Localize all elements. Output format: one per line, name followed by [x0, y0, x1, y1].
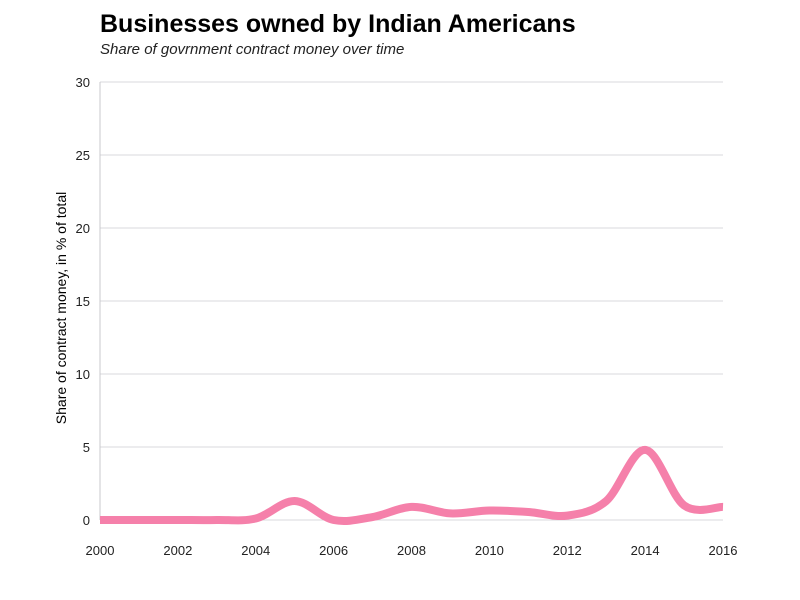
gridlines: [100, 81, 723, 521]
x-tick-label: 2006: [319, 543, 348, 558]
x-tick-labels: 2000 2002 2004 2006 2008 2010 2012 2014 2016: [86, 543, 738, 558]
y-tick-label: 10: [76, 367, 90, 382]
y-tick-label: 5: [83, 440, 90, 455]
y-tick-label: 0: [83, 513, 90, 528]
y-tick-label: 30: [76, 75, 90, 90]
x-tick-label: 2010: [475, 543, 504, 558]
y-tick-labels: 0 5 10 15 20 25 30: [76, 75, 90, 528]
y-tick-label: 25: [76, 148, 90, 163]
x-tick-label: 2014: [631, 543, 660, 558]
y-axis-label: Share of contract money, in % of total: [53, 192, 69, 424]
x-tick-label: 2008: [397, 543, 426, 558]
x-tick-label: 2016: [709, 543, 738, 558]
x-tick-label: 2004: [241, 543, 270, 558]
chart-subtitle: Share of govrnment contract money over t…: [100, 41, 405, 58]
series-layer: [100, 445, 724, 525]
series-line-0: [100, 445, 724, 525]
x-tick-label: 2002: [163, 543, 192, 558]
y-tick-label: 20: [76, 221, 90, 236]
x-tick-label: 2012: [553, 543, 582, 558]
x-tick-label: 2000: [86, 543, 115, 558]
chart-title: Businesses owned by Indian Americans: [100, 10, 576, 38]
y-tick-label: 15: [76, 294, 90, 309]
